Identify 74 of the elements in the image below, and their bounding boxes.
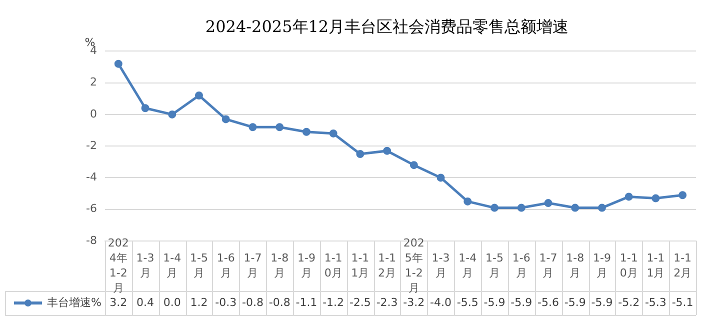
point xyxy=(410,161,418,170)
point xyxy=(571,204,580,212)
point xyxy=(652,194,660,202)
point xyxy=(544,199,552,208)
point xyxy=(302,128,310,136)
data-label: -5.9 xyxy=(510,296,532,309)
point xyxy=(624,192,633,201)
y-tick-label: -8 xyxy=(86,234,97,247)
x-tick-label: 2024年1-2月 xyxy=(108,236,129,294)
x-tick-label: 1-9月 xyxy=(297,251,316,280)
point xyxy=(678,191,687,200)
x-tick-label: 1-12月 xyxy=(674,251,692,280)
data-label: -0.8 xyxy=(242,296,264,309)
data-label: 1.2 xyxy=(190,296,208,309)
x-tick-label: 1-10月 xyxy=(324,251,342,280)
y-tick-label: -6 xyxy=(86,202,97,216)
point xyxy=(222,115,230,124)
x-tick-label: 1-3月 xyxy=(432,251,450,280)
x-tick-label: 1-11月 xyxy=(646,251,665,280)
y-tick-label: 2 xyxy=(90,76,97,89)
data-label: -2.3 xyxy=(376,296,398,309)
data-label: -5.3 xyxy=(644,296,666,309)
y-tick-label: -2 xyxy=(86,138,97,152)
data-label: 0.4 xyxy=(136,296,154,309)
x-tick-label: 1-5月 xyxy=(190,251,208,280)
x-tick-label: 1-5月 xyxy=(486,251,504,280)
chart-title: 2024-2025年12月丰台区社会消费品零售总额增速 xyxy=(205,16,569,36)
data-label: -4.0 xyxy=(430,296,452,309)
y-tick-label: 0 xyxy=(90,107,97,120)
data-label: -5.6 xyxy=(538,296,559,309)
point xyxy=(141,104,150,112)
x-tick-label: 1-12月 xyxy=(378,251,396,280)
point xyxy=(517,204,526,212)
x-tick-label: 1-7月 xyxy=(539,251,558,280)
point xyxy=(168,110,176,118)
data-label: 3.2 xyxy=(110,296,128,309)
data-label: 0.0 xyxy=(163,296,181,309)
x-tick-label: 1-6月 xyxy=(216,251,235,280)
x-tick-label: 1-3月 xyxy=(136,251,154,280)
data-label: -5.5 xyxy=(456,296,478,309)
x-tick-label: 1-4月 xyxy=(458,251,477,280)
point xyxy=(276,123,284,132)
point xyxy=(194,91,203,100)
point xyxy=(114,60,122,68)
point xyxy=(383,146,392,155)
data-label: -2.5 xyxy=(349,296,371,309)
data-label: -1.2 xyxy=(322,296,344,309)
x-tick-label: 1-4月 xyxy=(163,251,182,280)
x-tick-label: 1-7月 xyxy=(244,251,262,280)
data-label: -5.9 xyxy=(484,296,506,309)
y-tick-label: -4 xyxy=(86,170,97,184)
x-tick-label: 1-8月 xyxy=(566,251,584,280)
x-tick-label: 1-10月 xyxy=(620,251,638,280)
data-label: -1.1 xyxy=(296,296,318,309)
x-tick-label: 1-6月 xyxy=(512,251,530,280)
point xyxy=(436,174,445,182)
point xyxy=(598,204,606,212)
point xyxy=(329,129,338,138)
data-label: -0.3 xyxy=(215,296,237,309)
data-label: -0.8 xyxy=(268,296,290,309)
x-tick-label: 1-11月 xyxy=(351,251,370,280)
point xyxy=(490,204,499,212)
x-tick-label: 1-9月 xyxy=(592,251,611,280)
x-tick-label: 2025年1-2月 xyxy=(403,236,424,294)
data-label: -5.2 xyxy=(618,296,640,309)
x-tick-label: 1-8月 xyxy=(270,251,289,280)
legend-label: 丰台增速% xyxy=(47,296,102,309)
point xyxy=(248,123,257,132)
point xyxy=(464,197,472,206)
point xyxy=(356,150,364,158)
data-label: -5.9 xyxy=(564,296,586,309)
data-label: -3.2 xyxy=(403,296,425,309)
data-label: -5.1 xyxy=(672,296,694,309)
data-label: -5.9 xyxy=(591,296,613,309)
